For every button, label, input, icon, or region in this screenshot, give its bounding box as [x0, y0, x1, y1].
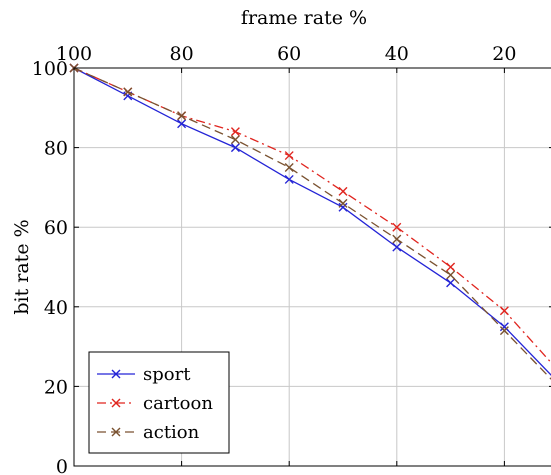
y-tick-label: 100: [32, 58, 68, 80]
series-action: [69, 63, 551, 380]
tick-labels: 100 80 60 40 20 0 20 40 60 80 100: [32, 43, 517, 475]
x-axis-title: frame rate %: [241, 7, 367, 29]
x-tick-label: 20: [492, 43, 516, 65]
ticks: [73, 67, 551, 467]
data-point-marker: [230, 135, 240, 145]
data-point-marker: [338, 198, 348, 208]
data-point-marker: [499, 306, 509, 316]
y-tick-label: 80: [44, 138, 68, 160]
data-point-marker: [338, 186, 348, 196]
legend-item-cartoon: cartoon: [97, 393, 213, 414]
data-point-marker: [284, 174, 294, 184]
series-line-cartoon: [73, 67, 551, 364]
data-point-marker: [177, 111, 187, 121]
data-point-marker: [111, 427, 121, 437]
x-tick-label: 80: [170, 43, 194, 65]
data-point-marker: [392, 242, 402, 252]
data-point-marker: [111, 398, 121, 408]
data-point-marker: [392, 222, 402, 232]
legend-label: sport: [143, 364, 191, 385]
legend-label: cartoon: [143, 393, 213, 414]
y-axis-title: bit rate %: [11, 219, 33, 314]
legend-item-action: action: [97, 422, 200, 443]
data-point-marker: [230, 143, 240, 153]
data-point-marker: [446, 278, 456, 288]
series-line-sport: [73, 67, 551, 376]
data-point-marker: [446, 262, 456, 272]
data-point-marker: [499, 322, 509, 332]
legend: sport cartoon action: [88, 351, 230, 454]
x-tick-label: 40: [385, 43, 409, 65]
data-point-marker: [177, 119, 187, 129]
series-line-action: [73, 67, 551, 380]
plot-frame: [73, 67, 551, 467]
y-tick-label: 20: [44, 376, 68, 398]
data-point-marker: [499, 326, 509, 336]
data-point-marker: [446, 270, 456, 280]
data-point-marker: [230, 127, 240, 137]
x-tick-label: 100: [56, 43, 92, 65]
data-point-marker: [284, 151, 294, 161]
data-point-marker: [392, 234, 402, 244]
x-tick-label: 60: [277, 43, 301, 65]
y-tick-label: 40: [44, 297, 68, 319]
y-tick-label: 0: [56, 456, 68, 475]
data-point-marker: [111, 369, 121, 379]
legend-label: action: [143, 422, 200, 443]
data-point-marker: [338, 202, 348, 212]
legend-item-sport: sport: [97, 364, 191, 385]
data-point-marker: [123, 87, 133, 97]
grid: [74, 68, 551, 466]
data-point-marker: [284, 163, 294, 172]
y-tick-label: 60: [44, 217, 68, 239]
